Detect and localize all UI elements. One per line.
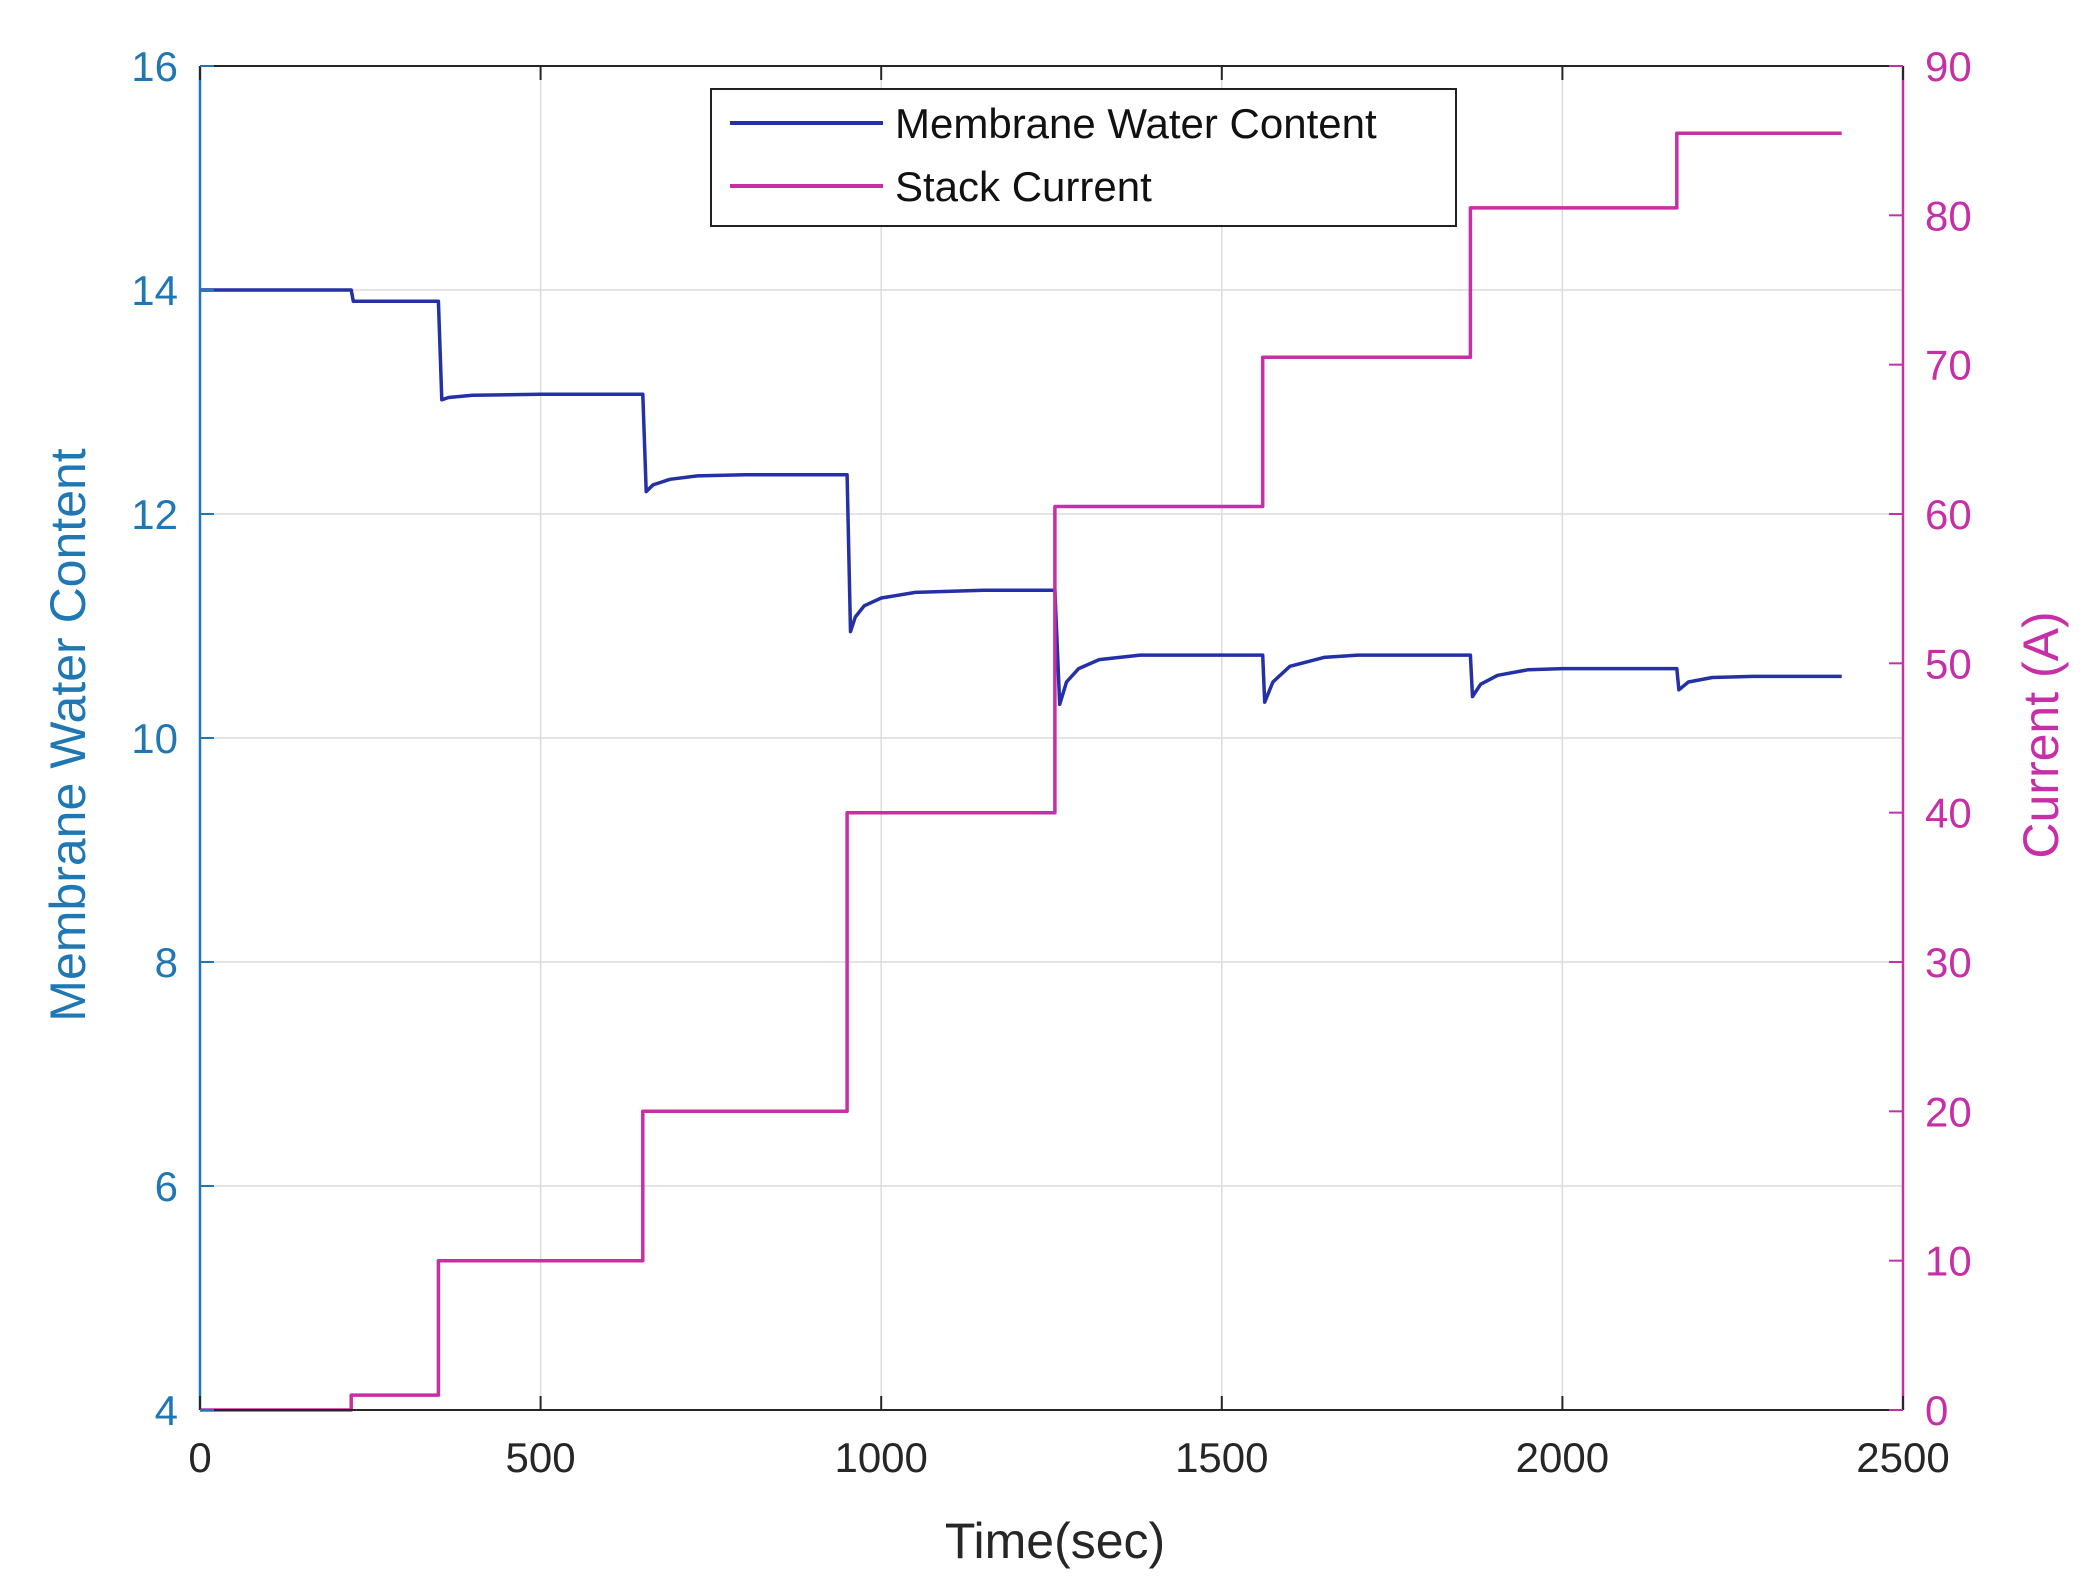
y-left-tick-label: 6: [155, 1163, 178, 1210]
legend: Membrane Water Content Stack Current: [710, 88, 1457, 227]
y-left-tick-label: 4: [155, 1387, 178, 1434]
y-right-tick-label: 50: [1925, 640, 1972, 687]
x-axis-label: Time(sec): [945, 1513, 1165, 1569]
y-right-tick-label: 20: [1925, 1088, 1972, 1135]
series-line-membrane-water-content: [200, 288, 1842, 707]
y-left-tick-label: 10: [131, 715, 178, 762]
plot-lines: [200, 131, 1842, 1412]
y-right-tick-label: 0: [1925, 1387, 1948, 1434]
y-right-tick-label: 60: [1925, 491, 1972, 538]
y-right-tick-label: 30: [1925, 939, 1972, 986]
x-tick-label: 1000: [834, 1434, 927, 1481]
x-tick-label: 1500: [1175, 1434, 1268, 1481]
y-right-tick-label: 10: [1925, 1238, 1972, 1285]
y-right-tick-label: 90: [1925, 43, 1972, 90]
y-right-tick-label: 40: [1925, 790, 1972, 837]
y-axis-right-label: Current (A): [2013, 611, 2069, 858]
x-tick-label: 2000: [1516, 1434, 1609, 1481]
series-line-stack-current: [200, 131, 1842, 1412]
x-tick-label: 0: [188, 1434, 211, 1481]
y-right-tick-label: 70: [1925, 342, 1972, 389]
y-right-tick-label: 80: [1925, 192, 1972, 239]
y-left-tick-label: 14: [131, 267, 178, 314]
grid-lines: [200, 66, 1903, 1410]
y-left-tick-label: 16: [131, 43, 178, 90]
axes: [198, 65, 1905, 1411]
legend-box: [710, 88, 1457, 227]
y-left-tick-label: 12: [131, 491, 178, 538]
y-left-tick-label: 8: [155, 939, 178, 986]
x-tick-label: 500: [506, 1434, 576, 1481]
tick-labels: 0 500 1000 1500 2000 2500 4 6 8 10 12 14 16 0 10 20 30 40…: [131, 43, 1971, 1481]
x-tick-label: 2500: [1856, 1434, 1949, 1481]
legend-label-current: Stack Current: [895, 163, 1152, 210]
y-axis-left-label: Membrane Water Content: [40, 448, 96, 1021]
legend-label-membrane: Membrane Water Content: [895, 100, 1377, 147]
